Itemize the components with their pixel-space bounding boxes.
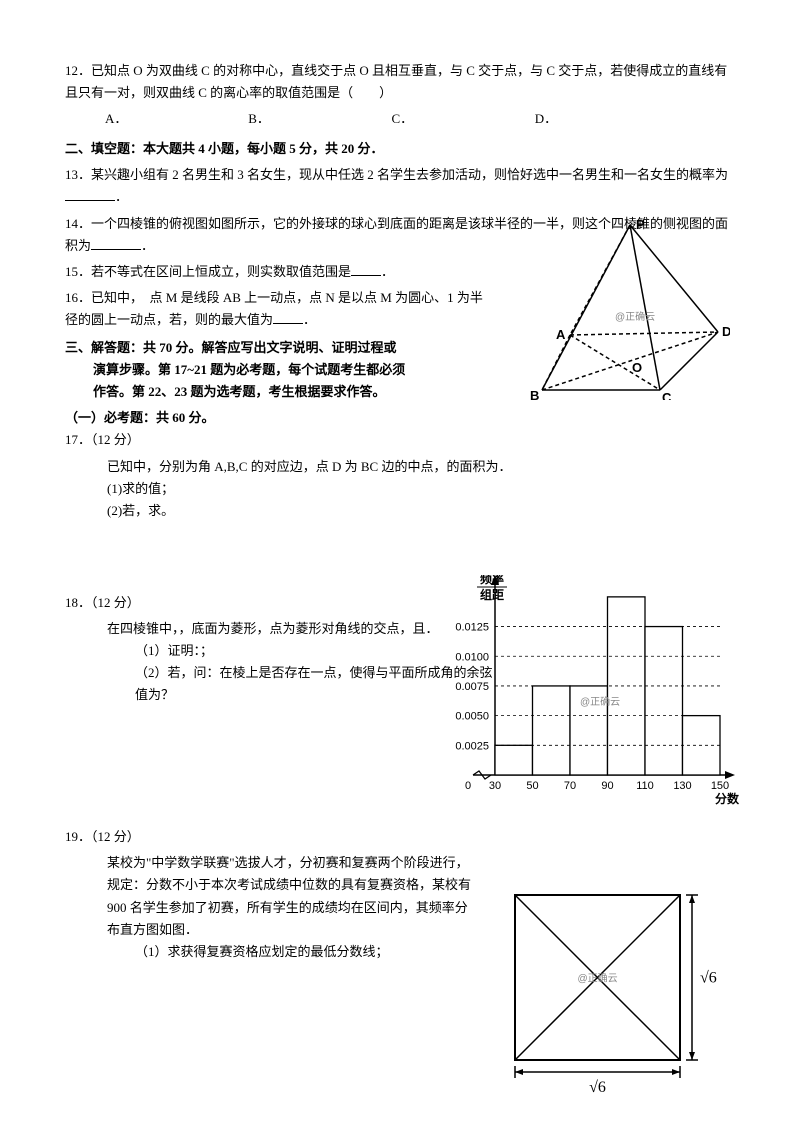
q17-sub1: (1)求的值；: [65, 478, 735, 500]
q13-num: 13．: [65, 167, 91, 182]
q13-blank: [65, 188, 115, 201]
svg-text:0.0100: 0.0100: [455, 651, 489, 663]
q12-opt-b: B．: [248, 108, 388, 130]
q15-num: 15．: [65, 264, 91, 279]
q18-points: （12 分）: [91, 595, 140, 610]
q12-opt-d: D．: [535, 108, 675, 130]
svg-text:50: 50: [526, 780, 538, 792]
svg-text:0: 0: [465, 780, 471, 792]
q15-suffix: ．: [381, 264, 394, 279]
q12-opt-a: A．: [105, 108, 245, 130]
svg-text:D: D: [722, 324, 730, 339]
q15-text: 若不等式在区间上恒成立，则实数取值范围是: [91, 264, 351, 279]
svg-text:分数: 分数: [715, 791, 740, 806]
section-3-line3: 作答。第 22、23 题为选考题，考生根据要求作答。: [65, 381, 485, 403]
q12-options: A． B． C． D．: [65, 108, 735, 130]
svg-text:150: 150: [711, 780, 729, 792]
q16-blank: [273, 311, 303, 324]
svg-text:@正确云: @正确云: [615, 310, 655, 323]
q12-text: 已知点 O 为双曲线 C 的对称中心，直线交于点 O 且相互垂直，与 C 交于点…: [65, 63, 727, 100]
q14-num: 14．: [65, 216, 91, 231]
q17-sub2: (2)若，求。: [65, 500, 735, 522]
svg-text:√6: √6: [700, 970, 717, 987]
q13-text: 某兴趣小组有 2 名男生和 3 名女生，现从中任选 2 名学生去参加活动，则恰好…: [91, 167, 728, 182]
section-3-title: 三、解答题：共 70 分。解答应写出文字说明、证明过程或 演算步骤。第 17~2…: [65, 337, 485, 403]
figure-square: √6 √6 @正确云: [500, 880, 730, 1110]
q12-opt-c: C．: [392, 108, 532, 130]
q18-num: 18．: [65, 595, 91, 610]
svg-text:0.0125: 0.0125: [455, 622, 489, 634]
q14-blank: [91, 237, 141, 250]
question-15: 15．若不等式在区间上恒成立，则实数取值范围是 ．: [65, 261, 485, 283]
svg-text:130: 130: [673, 780, 691, 792]
question-13: 13．某兴趣小组有 2 名男生和 3 名女生，现从中任选 2 名学生去参加活动，…: [65, 164, 735, 208]
svg-text:0.0075: 0.0075: [455, 681, 489, 693]
question-19: 19．（12 分）: [65, 826, 735, 848]
svg-text:√6: √6: [589, 1079, 606, 1096]
q19-num: 19．: [65, 829, 91, 844]
q17-points: （12 分）: [91, 432, 140, 447]
q16-suffix: ．: [303, 312, 316, 327]
section-3-subtitle: （一）必考题：共 60 分。: [65, 407, 735, 429]
svg-text:频率: 频率: [480, 575, 504, 586]
svg-text:B: B: [530, 388, 539, 400]
q18-sub1: （1）证明：；: [65, 640, 505, 662]
section-3-line1: 三、解答题：共 70 分。解答应写出文字说明、证明过程或: [65, 337, 485, 359]
svg-text:@正确云: @正确云: [580, 695, 620, 708]
q19-text: 某校为"中学数学联赛"选拔人才，分初赛和复赛两个阶段进行，规定：分数不小于本次考…: [65, 852, 477, 940]
section-3-line2: 演算步骤。第 17~21 题为必考题，每个试题考生都必须: [65, 359, 485, 381]
q19-sub1: （1）求获得复赛资格应划定的最低分数线；: [65, 941, 505, 963]
svg-text:0.0050: 0.0050: [455, 711, 489, 723]
svg-text:C: C: [662, 390, 672, 400]
svg-text:@正确云: @正确云: [578, 972, 618, 985]
svg-text:P: P: [636, 220, 645, 232]
section-2-title: 二、填空题：本大题共 4 小题，每小题 5 分，共 20 分．: [65, 138, 735, 160]
q18-text: 在四棱锥中，，底面为菱形，点为菱形对角线的交点，且．: [65, 618, 477, 640]
question-17: 17．（12 分）: [65, 429, 735, 451]
q15-blank: [351, 263, 381, 276]
q12-num: 12．: [65, 63, 91, 78]
figure-histogram: 0.0025 0.0050 0.0075 0.0100 0.0125 0 30 50 70 90 1…: [440, 575, 740, 825]
svg-text:0.0025: 0.0025: [455, 740, 489, 752]
q17-num: 17．: [65, 432, 91, 447]
svg-text:90: 90: [601, 780, 613, 792]
q18-sub2: （2）若，问：在棱上是否存在一点，使得与平面所成角的余弦值为？: [65, 662, 505, 706]
question-12: 12．已知点 O 为双曲线 C 的对称中心，直线交于点 O 且相互垂直，与 C …: [65, 60, 735, 104]
question-16: 16．已知中， 点 M 是线段 AB 上一动点，点 N 是以点 M 为圆心、1 …: [65, 287, 485, 331]
q17-text: 已知中，分别为角 A,B,C 的对应边，点 D 为 BC 边的中点，的面积为．: [65, 456, 735, 478]
svg-text:O: O: [632, 360, 642, 375]
q19-points: （12 分）: [91, 829, 140, 844]
svg-text:110: 110: [636, 780, 654, 792]
svg-text:组距: 组距: [480, 587, 504, 602]
q14-suffix: ．: [141, 238, 154, 253]
q16-num: 16．: [65, 290, 91, 305]
svg-text:70: 70: [564, 780, 576, 792]
svg-text:A: A: [556, 327, 566, 342]
q13-suffix: ．: [115, 189, 128, 204]
figure-pyramid: P A B C D O @正确云: [530, 220, 730, 400]
svg-text:30: 30: [489, 780, 501, 792]
